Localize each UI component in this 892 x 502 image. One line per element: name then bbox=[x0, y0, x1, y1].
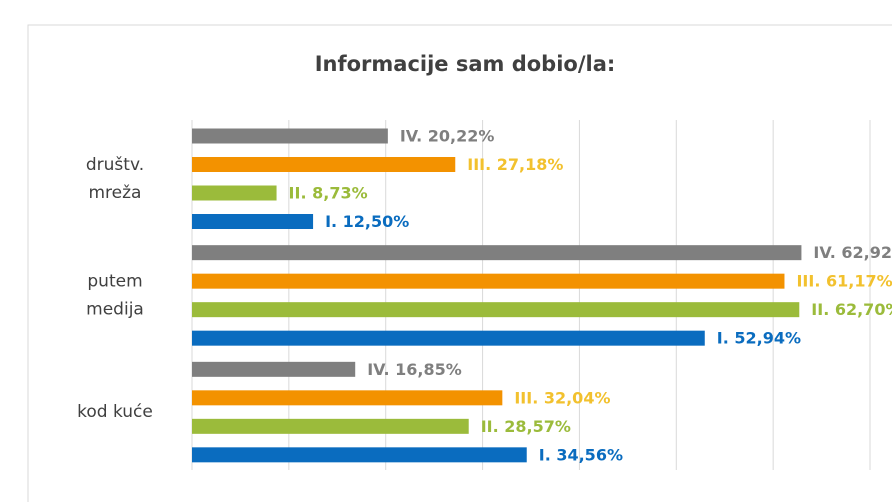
data-label: III. 61,17% bbox=[796, 272, 892, 291]
bar bbox=[192, 302, 800, 318]
bar bbox=[192, 157, 456, 172]
bar bbox=[192, 418, 469, 434]
chart-title: Informacije sam dobio/la: bbox=[315, 52, 616, 76]
data-label: II. 28,57% bbox=[481, 417, 571, 436]
data-label: III. 27,18% bbox=[467, 155, 563, 174]
bar bbox=[192, 390, 503, 406]
bar bbox=[192, 273, 785, 289]
bar bbox=[192, 128, 388, 144]
data-label: III. 32,04% bbox=[514, 388, 610, 407]
data-label: IV. 20,22% bbox=[400, 127, 495, 146]
data-label: I. 34,56% bbox=[539, 445, 623, 464]
category-label: medija bbox=[86, 299, 144, 319]
bar bbox=[192, 330, 705, 346]
category-label: putem bbox=[87, 271, 142, 291]
bar bbox=[192, 361, 356, 377]
data-label: IV. 16,85% bbox=[367, 360, 462, 379]
bar bbox=[192, 214, 314, 229]
bar bbox=[192, 185, 277, 201]
category-label: kod kuće bbox=[77, 402, 153, 422]
data-label: I. 12,50% bbox=[325, 212, 409, 231]
data-label: IV. 62,92% bbox=[813, 243, 892, 262]
bar bbox=[192, 245, 802, 261]
category-label: mreža bbox=[89, 183, 142, 203]
data-label: II. 62,70% bbox=[811, 300, 892, 319]
data-label: II. 8,73% bbox=[289, 184, 368, 203]
bar bbox=[192, 447, 527, 463]
category-label: društv. bbox=[86, 155, 144, 175]
data-label: I. 52,94% bbox=[717, 329, 801, 348]
